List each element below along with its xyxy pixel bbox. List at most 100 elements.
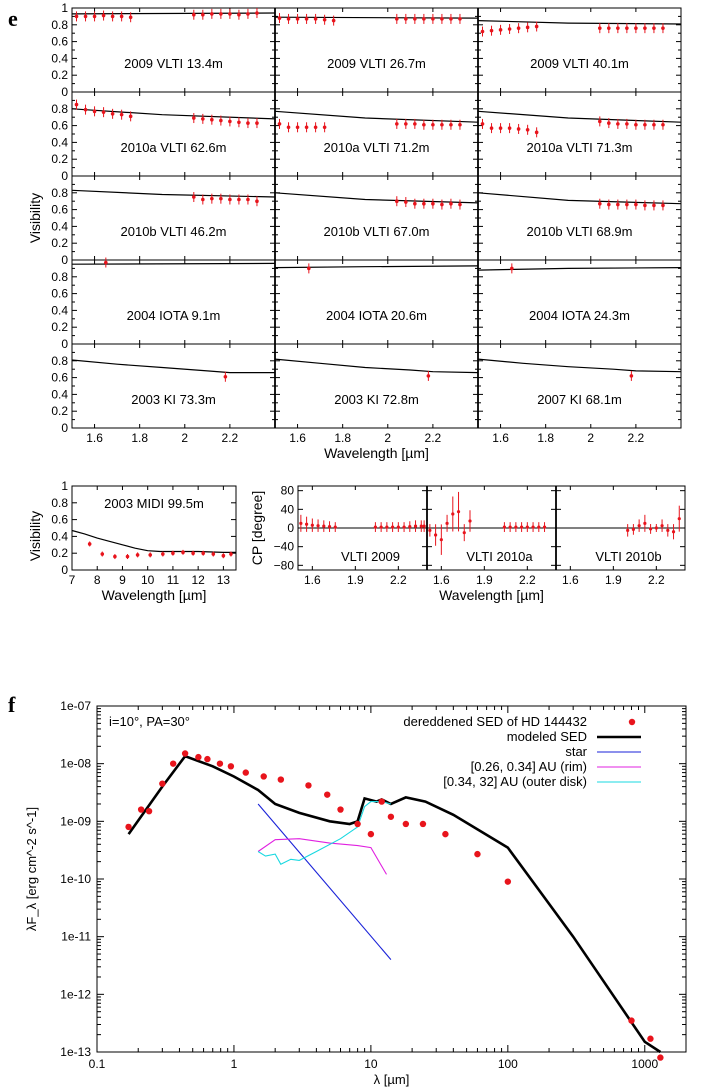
vis-data-point <box>629 374 634 378</box>
cp-data-point <box>402 525 406 529</box>
vis-x-tick-label: 2 <box>384 431 391 445</box>
midi-y-axis-label: Visibility <box>27 511 43 561</box>
vis-panel: 2004 IOTA 20.6m <box>274 259 479 345</box>
midi-y-tick-label: 0.4 <box>51 529 68 543</box>
vis-data-point <box>652 122 656 127</box>
cp-panel-label: VLTI 2009 <box>341 549 400 564</box>
vis-model-line <box>71 108 276 120</box>
vis-data-point <box>304 17 309 21</box>
vis-panel: 2004 IOTA 9.1m 0 0.2 0.4 0.6 0.8 <box>51 257 276 351</box>
cp-data-point <box>310 523 314 527</box>
vis-panel-label: 2010a VLTI 71.2m <box>324 140 430 155</box>
vis-panel-label: 2010b VLTI 46.2m <box>121 224 227 239</box>
cp-data-point <box>439 538 443 542</box>
cp-y-tick-label: 0 <box>287 521 294 535</box>
vis-data-point <box>422 122 426 127</box>
midi-x-tick-label: 10 <box>141 573 155 587</box>
sed-legend-label: star <box>565 744 587 759</box>
midi-x-tick-label: 11 <box>167 573 180 587</box>
sed-series-line <box>257 838 387 875</box>
vis-data-point <box>277 122 282 126</box>
cp-data-point <box>434 533 438 537</box>
vis-x-tick-label: 2 <box>587 431 594 445</box>
vis-data-point <box>598 201 602 206</box>
vis-x-tick-label: 1.8 <box>537 431 554 445</box>
vis-data-point <box>661 203 665 208</box>
vis-data-point <box>210 117 214 122</box>
vis-data-point <box>128 15 133 20</box>
vis-data-point <box>598 26 602 30</box>
cp-data-point <box>643 521 647 525</box>
sed-x-tick-label: 10 <box>364 1057 378 1071</box>
vis-data-point <box>74 14 79 19</box>
cp-x-tick-label: 2.2 <box>519 573 536 587</box>
sed-legend-label: modeled SED <box>507 729 587 744</box>
vis-panel-frame <box>477 175 682 261</box>
vis-panel-label: 2010b VLTI 68.9m <box>527 224 633 239</box>
vis-panel-frame <box>477 7 682 93</box>
vis-data-point <box>83 14 88 19</box>
vis-y-tick-label: 0.8 <box>51 186 68 200</box>
midi-x-tick-label: 9 <box>119 573 126 587</box>
vis-data-point <box>516 127 521 131</box>
vis-data-point <box>237 197 241 202</box>
cp-data-point <box>413 524 418 528</box>
vis-data-point <box>295 125 300 130</box>
sed-data-point <box>159 780 166 787</box>
cp-data-point <box>316 524 320 528</box>
sed-x-axis-label: λ [µm] <box>374 1072 410 1087</box>
vis-data-point <box>219 196 223 201</box>
midi-y-tick-label: 0 <box>61 563 68 577</box>
vis-y-tick-label: 0.8 <box>51 354 68 368</box>
sed-data-point <box>367 830 375 838</box>
vis-panel-label: 2003 KI 73.3m <box>131 392 216 407</box>
vis-model-line <box>274 358 479 374</box>
cp-x-tick-label: 2.2 <box>648 573 665 587</box>
sed-y-tick-label: 1e-13 <box>60 1045 91 1059</box>
cp-y-tick-label: 40 <box>281 502 295 516</box>
vis-panel-label: 2004 IOTA 9.1m <box>127 308 221 323</box>
sed-data-point <box>204 755 211 763</box>
vis-data-point <box>307 266 311 271</box>
vis-data-point <box>480 29 485 34</box>
sed-data-point <box>474 850 481 858</box>
midi-frame <box>71 485 237 571</box>
vis-y-tick-label: 0.6 <box>51 287 68 301</box>
vis-data-point <box>331 18 336 23</box>
vis-data-point <box>201 12 205 17</box>
vis-data-point <box>286 17 291 21</box>
sed-x-tick-label: 1 <box>231 1057 238 1071</box>
vis-panel-frame <box>477 259 682 345</box>
cp-data-point <box>514 525 518 529</box>
vis-x-axis-label: Wavelength [µm] <box>324 445 429 461</box>
cp-data-point <box>299 521 303 525</box>
vis-model-line <box>71 359 275 374</box>
vis-data-point <box>625 122 629 126</box>
sed-y-tick-label: 1e-08 <box>60 757 91 771</box>
vis-data-point <box>304 125 309 130</box>
vis-y-tick-label: 0.8 <box>51 102 68 116</box>
vis-panel: 2010b VLTI 68.9m <box>477 175 682 261</box>
vis-data-point <box>498 28 503 32</box>
midi-data-point <box>181 550 185 555</box>
vis-panel: 2010a VLTI 71.2m <box>274 91 479 177</box>
sed-data-point <box>402 820 410 828</box>
vis-panel-frame <box>274 91 479 177</box>
cp-data-point <box>391 525 395 529</box>
cp-data-point <box>379 525 383 529</box>
vis-y-tick-label: 0.4 <box>51 135 68 149</box>
vis-data-point <box>83 107 88 112</box>
vis-panel-label: 2009 VLTI 13.4m <box>124 56 223 71</box>
vis-panel-label: 2004 IOTA 24.3m <box>529 308 630 323</box>
vis-data-point <box>507 126 512 130</box>
vis-data-point <box>607 121 611 125</box>
vis-model-line <box>274 16 479 19</box>
sed-data-point <box>337 806 344 813</box>
vis-data-point <box>404 17 408 21</box>
vis-data-point <box>286 125 291 130</box>
sed-data-point <box>181 750 189 757</box>
vis-data-point <box>449 17 453 21</box>
closure-phase-chart: 1.6 1.9 2.2 VLTI 2009 1.6 1.9 2.2 VLTI 2010a 1.6… <box>249 484 686 603</box>
vis-panel-frame <box>274 175 479 261</box>
vis-model-line <box>274 265 479 269</box>
